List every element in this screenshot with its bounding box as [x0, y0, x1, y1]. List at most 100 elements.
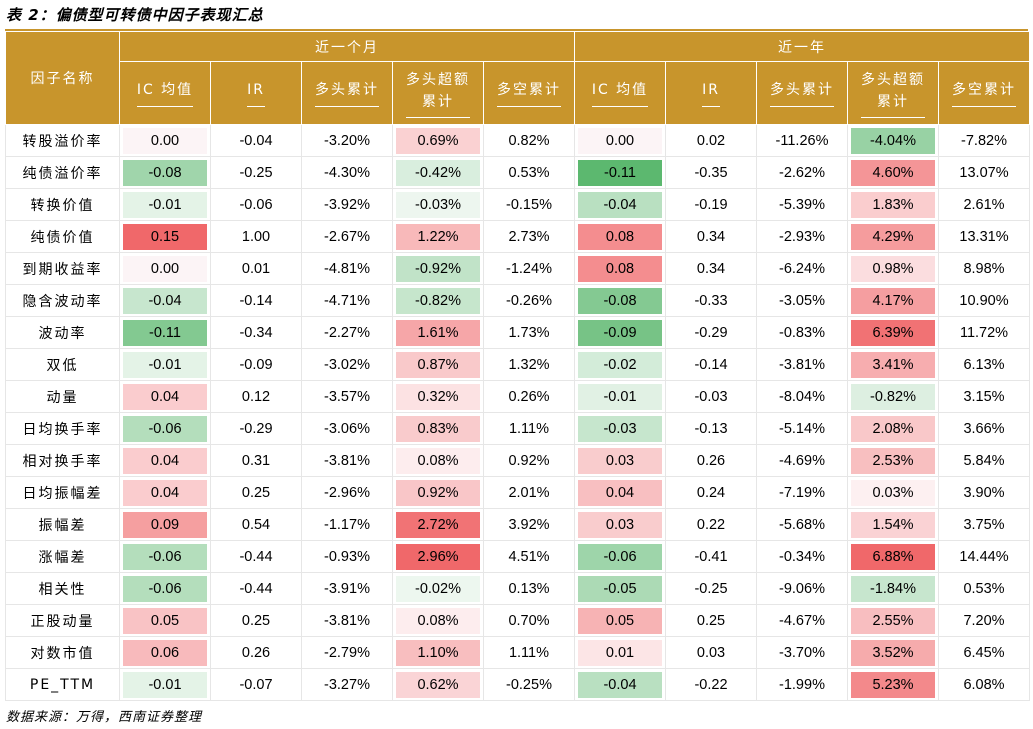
cell-value: 0.31 [241, 452, 271, 469]
year-ic-cell: 0.04 [574, 476, 666, 509]
cell-value: 0.00 [123, 127, 207, 154]
cell-value: 0.82% [508, 132, 550, 149]
cell-value: -0.01 [123, 671, 207, 698]
group-header-month: 近一个月 [119, 31, 575, 62]
cell-value: 4.29% [851, 223, 935, 250]
month-ic-cell: -0.08 [119, 156, 211, 189]
year-long-cell: -11.26% [756, 124, 848, 157]
cell-value: 3.41% [851, 351, 935, 378]
cell-value: -0.83% [779, 324, 825, 341]
cell-value: 0.69% [396, 127, 480, 154]
factor-name-cell: 涨幅差 [5, 540, 120, 573]
year-ic-cell: 0.05 [574, 604, 666, 637]
year-ir-cell: -0.03 [665, 380, 757, 413]
month-longshort-cell: 0.82% [483, 124, 575, 157]
year-longshort-cell: 11.72% [937, 316, 1031, 349]
cell-value: -0.34% [779, 548, 825, 565]
month-long-cell: -3.92% [301, 188, 393, 221]
cell-value: -0.14 [694, 356, 728, 373]
month-excess-cell: 0.83% [392, 412, 484, 445]
source-note: 数据来源：万得，西南证券整理 [6, 710, 203, 725]
cell-value: 6.08% [963, 676, 1005, 693]
year-ic-cell: -0.06 [574, 540, 666, 573]
month-ic-cell: 0.04 [119, 444, 211, 477]
month-excess-cell: 0.69% [392, 124, 484, 157]
cell-value: -1.99% [779, 676, 825, 693]
cell-value: -0.35 [694, 164, 728, 181]
month-ic-cell: 0.04 [119, 380, 211, 413]
year-ic-cell: 0.00 [574, 124, 666, 157]
month-longshort-cell: -0.26% [483, 284, 575, 317]
year-long-cell: -2.93% [756, 220, 848, 253]
year-excess-cell: 4.17% [847, 284, 939, 317]
month-longshort-cell: 0.26% [483, 380, 575, 413]
year-excess-cell: 3.41% [847, 348, 939, 381]
month-ir-cell: -0.09 [210, 348, 302, 381]
year-excess-cell: 3.52% [847, 636, 939, 669]
year-longshort-cell: 3.75% [937, 508, 1031, 541]
cell-value: 5.23% [851, 671, 935, 698]
cell-value: -0.42% [396, 159, 480, 186]
year-ic-cell: -0.04 [574, 188, 666, 221]
month-long-cell: -3.91% [301, 572, 393, 605]
cell-value: -0.06 [239, 196, 273, 213]
year-longshort-cell: 6.08% [937, 668, 1031, 701]
cell-value: 2.55% [851, 607, 935, 634]
cell-value: 2.96% [396, 543, 480, 570]
month-excess-cell: 0.87% [392, 348, 484, 381]
table-row: 双低 -0.01 -0.09 -3.02% 0.87% 1.32% -0.02 -0.14 -3… [5, 348, 1031, 381]
year-longshort-cell: 14.44% [937, 540, 1031, 573]
cell-value: -0.34 [239, 324, 273, 341]
cell-value: -2.27% [324, 324, 370, 341]
cell-value: -0.41 [694, 548, 728, 565]
year-long-cell: -0.83% [756, 316, 848, 349]
cell-value: 0.70% [508, 612, 550, 629]
month-long-cell: -3.81% [301, 444, 393, 477]
year-longshort-cell: 3.90% [937, 476, 1031, 509]
cell-value: -0.14 [239, 292, 273, 309]
cell-value: 0.06 [123, 639, 207, 666]
cell-value: 1.54% [851, 511, 935, 538]
year-long-cell: -1.99% [756, 668, 848, 701]
month-ic-cell: 0.09 [119, 508, 211, 541]
year-longshort-cell: 2.61% [937, 188, 1031, 221]
month-ir-cell: 0.54 [210, 508, 302, 541]
cell-value: 0.32% [396, 383, 480, 410]
month-longshort-cell: 1.32% [483, 348, 575, 381]
cell-value: -0.11 [123, 319, 207, 346]
year-ir-cell: -0.25 [665, 572, 757, 605]
cell-value: -0.82% [396, 287, 480, 314]
year-ir-cell: -0.41 [665, 540, 757, 573]
year-longshort-cell: 3.66% [937, 412, 1031, 445]
month-ir-cell: -0.44 [210, 540, 302, 573]
cell-value: -3.57% [324, 388, 370, 405]
cell-value: -7.19% [779, 484, 825, 501]
month-ic-cell: -0.04 [119, 284, 211, 317]
month-long-cell: -4.30% [301, 156, 393, 189]
cell-value: -3.91% [324, 580, 370, 597]
cell-value: -5.68% [779, 516, 825, 533]
year-longshort-cell: 13.07% [937, 156, 1031, 189]
month-ic-cell: 0.05 [119, 604, 211, 637]
month-longshort-cell: 0.92% [483, 444, 575, 477]
factor-name-cell: 到期收益率 [5, 252, 120, 285]
factor-name-cell: 转换价值 [5, 188, 120, 221]
cell-value: 6.13% [963, 356, 1005, 373]
month-ic-cell: -0.06 [119, 540, 211, 573]
cell-value: -4.67% [779, 612, 825, 629]
cell-value: -0.25 [239, 164, 273, 181]
month-longshort-cell: 0.70% [483, 604, 575, 637]
cell-value: 1.61% [396, 319, 480, 346]
month-ir-cell: 0.25 [210, 604, 302, 637]
month-longshort-cell: 3.92% [483, 508, 575, 541]
cell-value: 0.04 [123, 479, 207, 506]
month-ic-cell: -0.01 [119, 188, 211, 221]
month-longshort-cell: 0.53% [483, 156, 575, 189]
year-excess-cell: -0.82% [847, 380, 939, 413]
year-ic-cell: -0.11 [574, 156, 666, 189]
cell-value: -3.81% [324, 612, 370, 629]
cell-value: 0.08 [578, 223, 662, 250]
table-row: 对数市值 0.06 0.26 -2.79% 1.10% 1.11% 0.01 0.03 -3.7… [5, 636, 1031, 669]
year-ir-cell: 0.34 [665, 220, 757, 253]
month-longshort-cell: 1.11% [483, 636, 575, 669]
